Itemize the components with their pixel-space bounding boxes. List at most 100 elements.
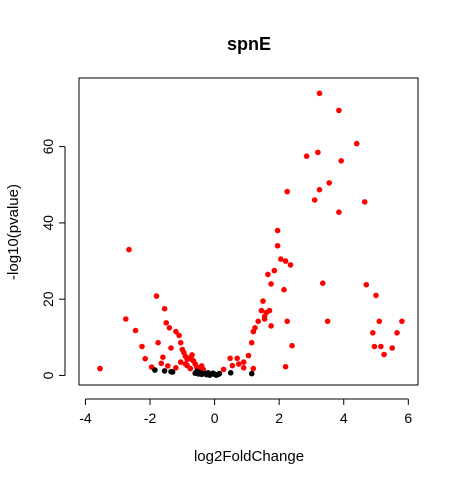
data-point-significant — [381, 351, 387, 358]
data-point-significant — [189, 352, 195, 358]
data-point-significant — [132, 327, 139, 334]
data-point-significant — [187, 365, 194, 372]
y-axis: 0 20 40 60 — [40, 139, 66, 379]
data-point-not-significant — [169, 369, 176, 375]
data-point-not-significant — [248, 370, 255, 377]
data-point-significant — [126, 246, 132, 253]
data-point-significant — [373, 292, 379, 299]
data-point-significant — [370, 330, 376, 336]
x-tick-label: 6 — [404, 410, 412, 426]
y-tick-label: 60 — [40, 139, 56, 155]
data-point-significant — [166, 325, 173, 331]
data-point-significant — [142, 355, 148, 362]
x-tick-label: -2 — [144, 410, 157, 426]
data-point-significant — [271, 267, 278, 274]
data-point-significant — [274, 243, 281, 249]
data-point-significant — [168, 345, 174, 351]
y-tick-label: 20 — [40, 291, 56, 307]
data-point-significant — [177, 359, 184, 365]
data-point-significant — [248, 339, 255, 346]
data-point-significant — [289, 342, 295, 349]
data-point-significant — [320, 280, 326, 287]
data-point-significant — [153, 293, 160, 299]
data-point-significant — [361, 199, 368, 205]
data-point-significant — [255, 318, 261, 325]
data-point-significant — [261, 316, 268, 322]
data-point-significant — [160, 354, 166, 361]
data-point-significant — [173, 365, 179, 371]
data-point-significant — [316, 90, 323, 97]
x-axis-title: log2FoldChange — [194, 448, 304, 465]
x-axis: -4 -2 0 2 4 6 — [79, 398, 412, 426]
data-point-not-significant — [194, 368, 200, 375]
y-axis-title: -log10(pvalue) — [5, 184, 22, 280]
data-point-significant — [163, 320, 169, 326]
data-point-significant — [250, 365, 257, 372]
data-point-significant — [268, 281, 274, 287]
data-point-significant — [353, 140, 360, 147]
data-point-significant — [336, 107, 342, 114]
data-point-significant — [220, 366, 227, 373]
data-point-significant — [311, 197, 318, 203]
data-point-significant — [326, 180, 333, 186]
x-tick-label: -4 — [79, 410, 92, 426]
x-tick-label: 4 — [340, 410, 348, 426]
data-point-significant — [123, 316, 129, 322]
data-point-significant — [268, 323, 274, 329]
data-point-significant — [227, 355, 233, 362]
data-point-significant — [182, 361, 189, 367]
data-points — [97, 90, 405, 378]
data-point-significant — [245, 352, 252, 359]
data-point-significant — [336, 209, 342, 215]
data-point-significant — [316, 186, 323, 193]
data-point-significant — [161, 305, 168, 312]
data-point-significant — [97, 365, 103, 372]
data-point-significant — [376, 318, 383, 325]
data-point-significant — [371, 343, 378, 350]
data-point-significant — [260, 298, 266, 304]
data-point-significant — [282, 258, 289, 264]
data-point-significant — [258, 307, 265, 314]
data-point-significant — [284, 318, 291, 325]
data-point-significant — [236, 361, 242, 367]
data-point-significant — [315, 149, 321, 156]
data-point-significant — [139, 343, 145, 350]
y-tick-label: 40 — [40, 215, 56, 231]
data-point-significant — [363, 281, 370, 288]
data-point-significant — [165, 363, 171, 369]
data-point-significant — [240, 365, 247, 371]
data-point-significant — [274, 227, 281, 234]
data-point-not-significant — [161, 368, 168, 374]
data-point-significant — [184, 356, 190, 363]
data-point-significant — [378, 343, 384, 350]
chart-title: spnE — [227, 34, 271, 54]
data-point-significant — [282, 363, 289, 370]
data-point-significant — [176, 332, 182, 339]
data-point-significant — [234, 355, 240, 362]
data-point-significant — [252, 325, 258, 331]
data-point-significant — [281, 286, 287, 293]
data-point-significant — [278, 256, 284, 262]
data-point-significant — [389, 345, 396, 351]
data-point-significant — [303, 153, 310, 159]
x-tick-label: 0 — [211, 410, 219, 426]
data-point-not-significant — [152, 367, 158, 373]
data-point-significant — [155, 339, 161, 346]
data-point-significant — [229, 362, 236, 369]
data-point-not-significant — [216, 370, 223, 377]
data-point-not-significant — [227, 370, 234, 376]
data-point-significant — [394, 330, 400, 336]
data-point-significant — [158, 360, 165, 367]
data-point-significant — [240, 359, 247, 365]
data-point-significant — [266, 307, 273, 314]
data-point-significant — [173, 328, 179, 335]
y-tick-label: 0 — [40, 371, 56, 379]
data-point-significant — [284, 188, 291, 195]
x-tick-label: 2 — [275, 410, 283, 426]
data-point-significant — [324, 318, 331, 325]
data-point-significant — [265, 271, 271, 278]
data-point-significant — [338, 158, 345, 164]
data-point-significant — [399, 318, 405, 325]
data-point-significant — [177, 339, 184, 346]
